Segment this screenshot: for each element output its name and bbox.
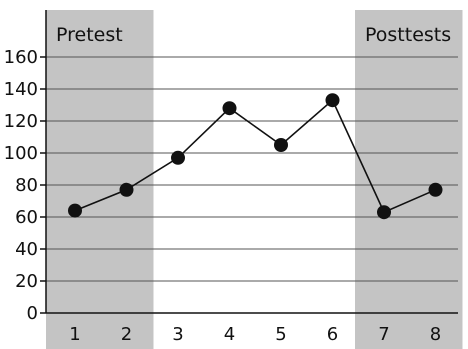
data-point [68, 203, 82, 218]
y-tick-label: 80 [15, 175, 38, 196]
shaded-region-1 [46, 10, 154, 349]
x-tick-label: 8 [430, 324, 441, 345]
x-tick-label: 1 [69, 324, 80, 345]
shaded-region-2 [355, 10, 463, 349]
data-point [222, 101, 237, 116]
y-tick-label: 20 [15, 271, 38, 292]
x-tick-label: 2 [121, 324, 132, 345]
y-tick-label: 100 [4, 143, 38, 164]
x-tick-label: 5 [275, 324, 286, 345]
x-tick-label: 6 [327, 324, 338, 345]
data-point [119, 182, 134, 197]
data-point [377, 205, 391, 220]
data-point [274, 138, 288, 152]
y-tick-labels: 0 20 40 60 80 100 120 140 160 [4, 47, 38, 324]
shaded-regions [46, 10, 463, 349]
data-point [325, 93, 340, 108]
region-labels: Pretest Posttests [56, 24, 451, 46]
x-tick-label: 3 [172, 324, 183, 345]
axes [40, 10, 458, 314]
x-tick-label: 7 [378, 324, 389, 345]
series-line [74, 98, 436, 214]
grid-lines [46, 56, 458, 282]
y-tick-label: 0 [27, 303, 38, 324]
y-tick-label: 140 [4, 79, 38, 100]
data-point [171, 150, 185, 165]
region-label-1: Pretest [56, 24, 123, 46]
data-point [428, 182, 443, 197]
region-label-2: Posttests [365, 24, 451, 46]
data-series [68, 93, 443, 220]
y-tick-label: 120 [4, 111, 38, 132]
y-tick-label: 40 [15, 239, 38, 260]
x-tick-labels: 1 2 3 4 5 6 7 8 [69, 324, 441, 345]
x-tick-label: 4 [224, 324, 235, 345]
y-tick-label: 160 [4, 47, 38, 68]
y-tick-label: 60 [15, 207, 38, 228]
